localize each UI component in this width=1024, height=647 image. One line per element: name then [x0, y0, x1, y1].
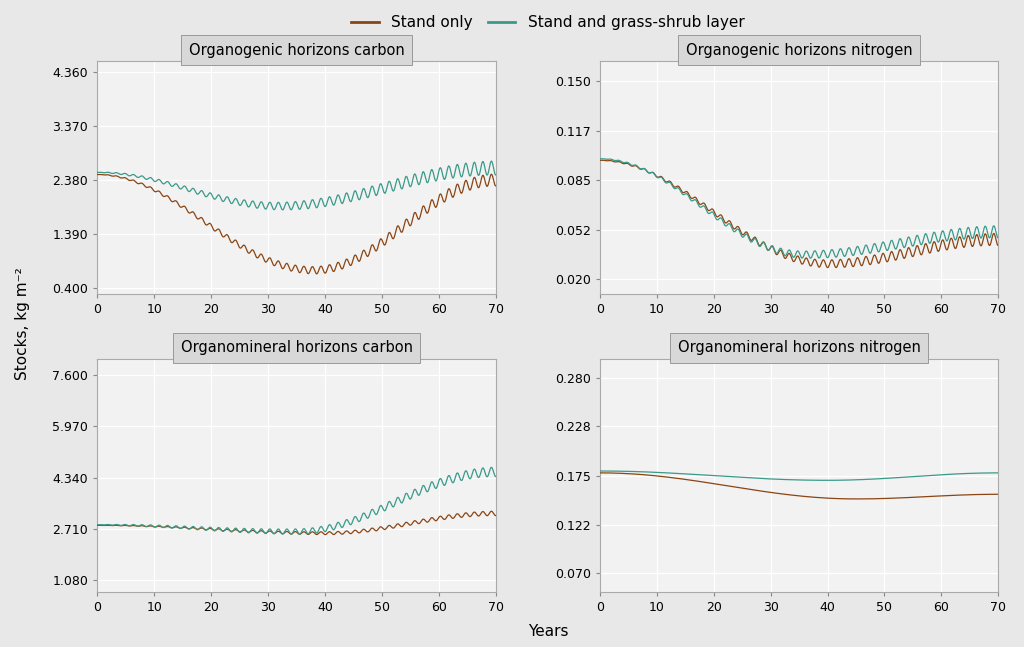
Title: Organomineral horizons carbon: Organomineral horizons carbon: [180, 340, 413, 355]
Title: Organogenic horizons nitrogen: Organogenic horizons nitrogen: [686, 43, 912, 58]
Text: Stocks, kg m⁻²: Stocks, kg m⁻²: [15, 267, 30, 380]
Text: Years: Years: [527, 624, 568, 639]
Title: Organogenic horizons carbon: Organogenic horizons carbon: [188, 43, 404, 58]
Title: Organomineral horizons nitrogen: Organomineral horizons nitrogen: [678, 340, 921, 355]
Legend: Stand only, Stand and grass-shrub layer: Stand only, Stand and grass-shrub layer: [345, 9, 751, 36]
